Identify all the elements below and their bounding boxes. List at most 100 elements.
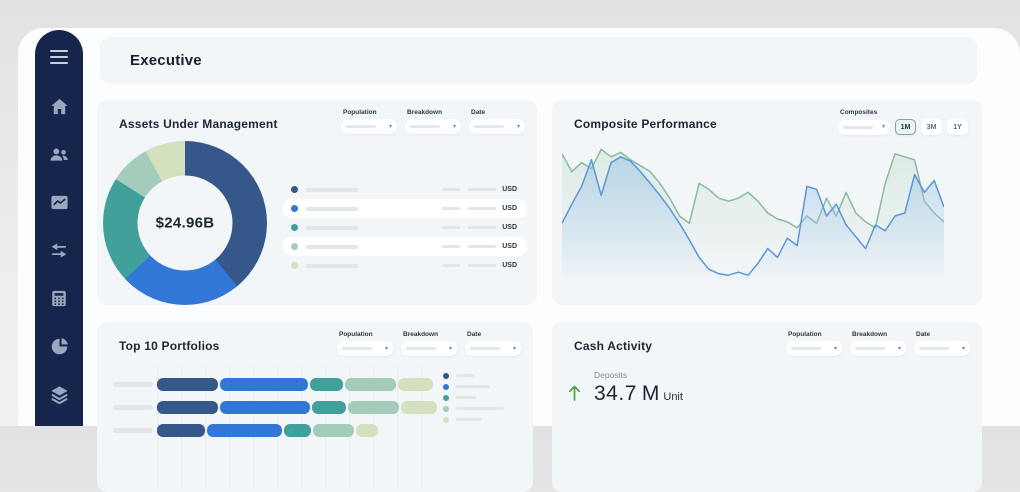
legend-name-skeleton xyxy=(306,263,358,268)
aum-total-value: $24.96B xyxy=(155,214,215,232)
legend-name-skeleton xyxy=(456,384,490,389)
chevron-down-icon: ▾ xyxy=(452,123,456,130)
legend-dot-icon xyxy=(291,224,298,231)
portfolio-bar-row[interactable] xyxy=(113,378,517,391)
select-placeholder xyxy=(855,347,885,350)
population-select[interactable]: ▾ xyxy=(341,119,397,134)
composite-controls: Composites ▾ 1M 3M 1Y xyxy=(838,109,968,135)
aum-legend-row[interactable]: USD xyxy=(283,218,527,237)
breakdown-select[interactable]: ▾ xyxy=(405,119,461,134)
bar-segment[interactable] xyxy=(348,401,399,414)
top10-legend-row[interactable] xyxy=(443,414,513,425)
transfer-arrows-icon xyxy=(51,243,67,258)
trend-up-arrow-icon xyxy=(568,385,581,401)
top10-legend-row[interactable] xyxy=(443,392,513,403)
composite-green-line xyxy=(561,148,945,229)
population-select[interactable]: ▾ xyxy=(337,341,393,356)
composite-blue-area xyxy=(562,156,944,298)
date-filter-label: Date xyxy=(467,331,482,338)
top10-legend-row[interactable] xyxy=(443,381,513,392)
legend-value-skeleton xyxy=(468,187,497,192)
legend-value-skeleton xyxy=(468,206,497,211)
cash-card-title: Cash Activity xyxy=(574,339,653,353)
bar-segment[interactable] xyxy=(312,401,346,414)
bar-segment[interactable] xyxy=(220,378,308,391)
row-label-skeleton xyxy=(113,428,153,433)
sidebar-item-performance[interactable] xyxy=(49,192,69,212)
aum-filters: Population ▾ Breakdown ▾ Date ▾ xyxy=(341,109,525,134)
sidebar-item-layers[interactable] xyxy=(49,384,69,404)
legend-dot-icon xyxy=(443,416,449,423)
aum-legend-row[interactable]: USD xyxy=(283,237,527,256)
composites-select[interactable]: ▾ xyxy=(838,119,890,135)
bar-segment[interactable] xyxy=(310,378,343,391)
select-placeholder xyxy=(346,125,376,128)
legend-currency-label: USD xyxy=(502,262,517,269)
chevron-down-icon: ▾ xyxy=(833,345,837,352)
chevron-down-icon: ▾ xyxy=(388,123,392,130)
sidebar-item-calculator[interactable] xyxy=(49,288,69,308)
chevron-down-icon: ▾ xyxy=(961,345,965,352)
bar-segment[interactable] xyxy=(157,378,218,391)
population-filter-label: Population xyxy=(343,109,377,116)
aum-legend-row[interactable]: USD xyxy=(283,199,527,218)
population-filter-label: Population xyxy=(339,331,373,338)
chevron-down-icon: ▾ xyxy=(897,345,901,352)
range-button-1m[interactable]: 1M xyxy=(895,119,916,135)
breakdown-select[interactable]: ▾ xyxy=(850,341,906,356)
legend-value-skeleton xyxy=(442,244,461,249)
bar-segment[interactable] xyxy=(157,401,218,414)
bar-segment[interactable] xyxy=(220,401,310,414)
sidebar-item-allocation[interactable] xyxy=(49,336,69,356)
deposits-unit-suffix: Unit xyxy=(663,391,683,403)
legend-value-skeleton xyxy=(442,225,461,230)
aum-donut-hole: $24.96B xyxy=(137,175,233,271)
date-select[interactable]: ▾ xyxy=(914,341,970,356)
select-placeholder xyxy=(791,347,821,350)
date-select[interactable]: ▾ xyxy=(469,119,525,134)
bar-segment[interactable] xyxy=(398,378,433,391)
range-button-3m[interactable]: 3M xyxy=(921,119,942,135)
select-placeholder xyxy=(919,347,949,350)
date-filter-label: Date xyxy=(471,109,486,116)
deposits-unit: M xyxy=(641,382,660,405)
chart-line-icon xyxy=(50,195,68,209)
date-select[interactable]: ▾ xyxy=(465,341,521,356)
legend-dot-icon xyxy=(443,405,449,412)
layers-icon xyxy=(50,386,68,404)
select-placeholder xyxy=(843,125,873,129)
legend-name-skeleton xyxy=(456,395,476,400)
chevron-down-icon: ▾ xyxy=(448,345,452,352)
breakdown-filter-label: Breakdown xyxy=(403,331,439,338)
bar-segment[interactable] xyxy=(401,401,437,414)
composite-line-chart[interactable] xyxy=(561,138,945,303)
chevron-down-icon: ▾ xyxy=(384,345,388,352)
legend-currency-label: USD xyxy=(502,186,517,193)
card-top-10-portfolios: Top 10 Portfolios Population ▾ Breakdown… xyxy=(97,322,533,492)
legend-value-skeleton xyxy=(442,187,461,192)
sidebar-item-clients[interactable] xyxy=(49,144,69,164)
sidebar-item-transfers[interactable] xyxy=(49,240,69,260)
aum-legend-row[interactable]: USD xyxy=(283,180,527,199)
population-select[interactable]: ▾ xyxy=(786,341,842,356)
hamburger-menu-icon[interactable] xyxy=(50,50,68,65)
composite-card-title: Composite Performance xyxy=(574,117,717,131)
range-button-1y[interactable]: 1Y xyxy=(947,119,968,135)
deposits-label: Deposits xyxy=(594,370,628,380)
aum-donut[interactable]: $24.96B xyxy=(103,141,267,305)
calculator-icon xyxy=(52,290,66,306)
breakdown-select[interactable]: ▾ xyxy=(401,341,457,356)
population-filter-label: Population xyxy=(788,331,822,338)
aum-legend-row[interactable]: USD xyxy=(283,256,527,275)
portfolio-bar-row[interactable] xyxy=(113,401,517,414)
cash-filters: Population ▾ Breakdown ▾ Date ▾ xyxy=(786,331,970,356)
bar-segment[interactable] xyxy=(345,378,396,391)
top10-legend-row[interactable] xyxy=(443,370,513,381)
sidebar-item-home[interactable] xyxy=(49,96,69,116)
breakdown-filter-label: Breakdown xyxy=(407,109,443,116)
legend-name-skeleton xyxy=(456,373,474,378)
legend-dot-icon xyxy=(291,205,298,212)
select-placeholder xyxy=(474,125,504,128)
aum-card-title: Assets Under Management xyxy=(119,117,278,131)
top10-legend-row[interactable] xyxy=(443,403,513,414)
